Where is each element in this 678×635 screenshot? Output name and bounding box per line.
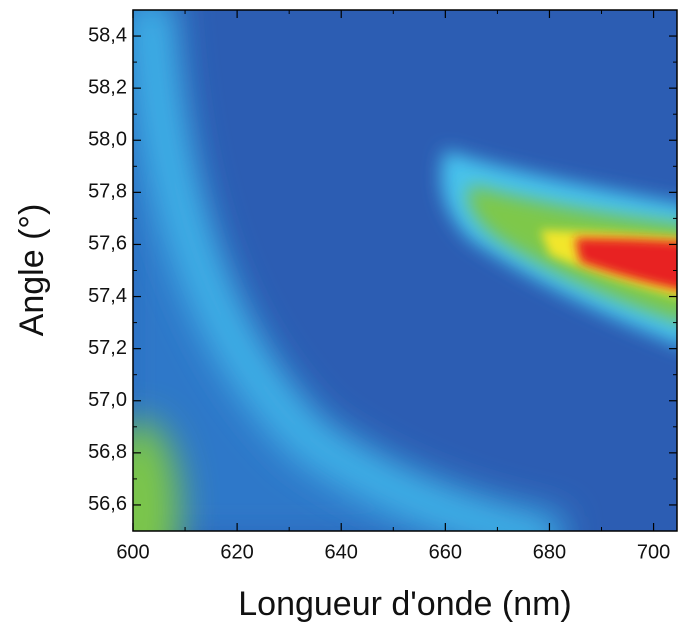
y-axis-label: Angle (°)	[13, 204, 51, 337]
x-tick-label: 660	[429, 541, 462, 563]
x-tick-label: 620	[220, 541, 253, 563]
heatmap-band	[133, 10, 564, 531]
x-tick-label: 680	[533, 541, 566, 563]
y-tick-label: 57,6	[88, 233, 127, 255]
y-tick-label: 57,2	[88, 337, 127, 359]
y-tick-label: 56,8	[88, 441, 127, 463]
x-tick-label: 640	[325, 541, 358, 563]
y-tick-label: 58,4	[88, 24, 127, 46]
heatmap-max	[575, 238, 677, 290]
heatmap-hotspot	[133, 420, 180, 531]
heatmap-region	[133, 10, 522, 531]
x-tick-label: 600	[116, 541, 149, 563]
x-tick-label: 700	[637, 541, 670, 563]
y-tick-label: 58,2	[88, 76, 127, 98]
y-tick-label: 57,0	[88, 389, 127, 411]
y-tick-label: 57,4	[88, 285, 127, 307]
y-tick-label: 58,0	[88, 129, 127, 151]
y-tick-label: 56,6	[88, 493, 127, 515]
y-tick-label: 57,8	[88, 181, 127, 203]
heatmap	[133, 10, 677, 531]
x-axis-label: Longueur d'onde (nm)	[238, 585, 572, 623]
